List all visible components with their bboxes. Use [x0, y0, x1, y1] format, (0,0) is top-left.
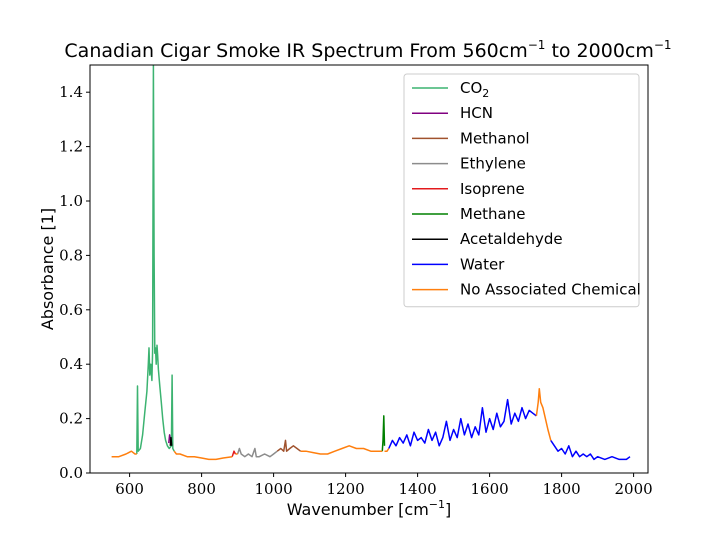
legend: CO2 HCN Methanol Ethylene Isoprene Methane Ace…	[403, 73, 641, 308]
x-tick-label: 1400	[399, 480, 437, 498]
x-axis: 600 800 1000 1200 1400 1600 1800 2000	[115, 473, 653, 498]
legend-box	[403, 73, 640, 308]
legend-label: Acetaldehyde	[460, 230, 563, 248]
legend-label: Water	[460, 255, 505, 273]
legend-label: Ethylene	[460, 155, 526, 173]
y-tick-label: 0.2	[59, 410, 83, 428]
chart-title-sup1: −1	[528, 38, 546, 52]
chart-title: Canadian Cigar Smoke IR Spectrum From 56…	[64, 38, 671, 62]
series-line-no-associated-chemical-5	[535, 387, 552, 441]
legend-label: No Associated Chemical	[460, 281, 641, 299]
x-axis-label: Wavenumber [cm−1]	[287, 498, 452, 519]
plot-area	[89, 64, 649, 474]
series-line-no-associated-chemical-0	[111, 450, 137, 458]
series-line-hcn-0	[168, 434, 172, 444]
series-line-water-0	[388, 398, 537, 449]
x-tick-label: 1200	[327, 480, 365, 498]
x-axis-label-sup: −1	[429, 498, 445, 511]
y-tick-label: 1.0	[59, 192, 83, 210]
y-tick-label: 0.8	[59, 246, 83, 264]
x-tick-label: 600	[115, 480, 144, 498]
x-tick-label: 2000	[615, 480, 653, 498]
series-layer	[111, 65, 631, 461]
series-line-co2-0	[136, 65, 175, 455]
series-line-ethylene-0	[236, 447, 278, 458]
series-line-isoprene-0	[231, 450, 237, 457]
legend-label: CO2	[460, 79, 489, 100]
series-line-methanol-0	[276, 439, 302, 452]
legend-label: HCN	[460, 104, 493, 122]
series-line-no-associated-chemical-4	[384, 448, 390, 452]
y-tick-label: 1.2	[59, 138, 83, 156]
y-tick-label: 0.0	[59, 464, 83, 482]
x-tick-label: 1000	[255, 480, 293, 498]
y-tick-label: 0.4	[59, 355, 83, 373]
series-line-water-1	[550, 439, 631, 461]
y-axis-label: Absorbance [1]	[38, 208, 57, 330]
legend-label-sub: 2	[482, 87, 489, 100]
chart-title-sup2: −1	[654, 38, 672, 52]
legend-label: Methane	[460, 205, 526, 223]
x-tick-label: 800	[187, 480, 216, 498]
plot-frame	[89, 64, 649, 474]
x-tick-label: 1600	[471, 480, 509, 498]
series-line-acetaldehyde-0	[169, 436, 173, 446]
series-line-no-associated-chemical-1	[173, 450, 233, 461]
y-axis: 0.0 0.2 0.4 0.6 0.8 1.0 1.2 1.4	[59, 83, 90, 482]
series-line-no-associated-chemical-3	[300, 445, 383, 455]
legend-label: Methanol	[460, 129, 530, 147]
y-tick-label: 1.4	[59, 83, 83, 101]
x-tick-label: 1800	[543, 480, 581, 498]
legend-label: Isoprene	[460, 180, 525, 198]
y-tick-label: 0.6	[59, 301, 83, 319]
series-line-methane-0	[381, 415, 386, 452]
